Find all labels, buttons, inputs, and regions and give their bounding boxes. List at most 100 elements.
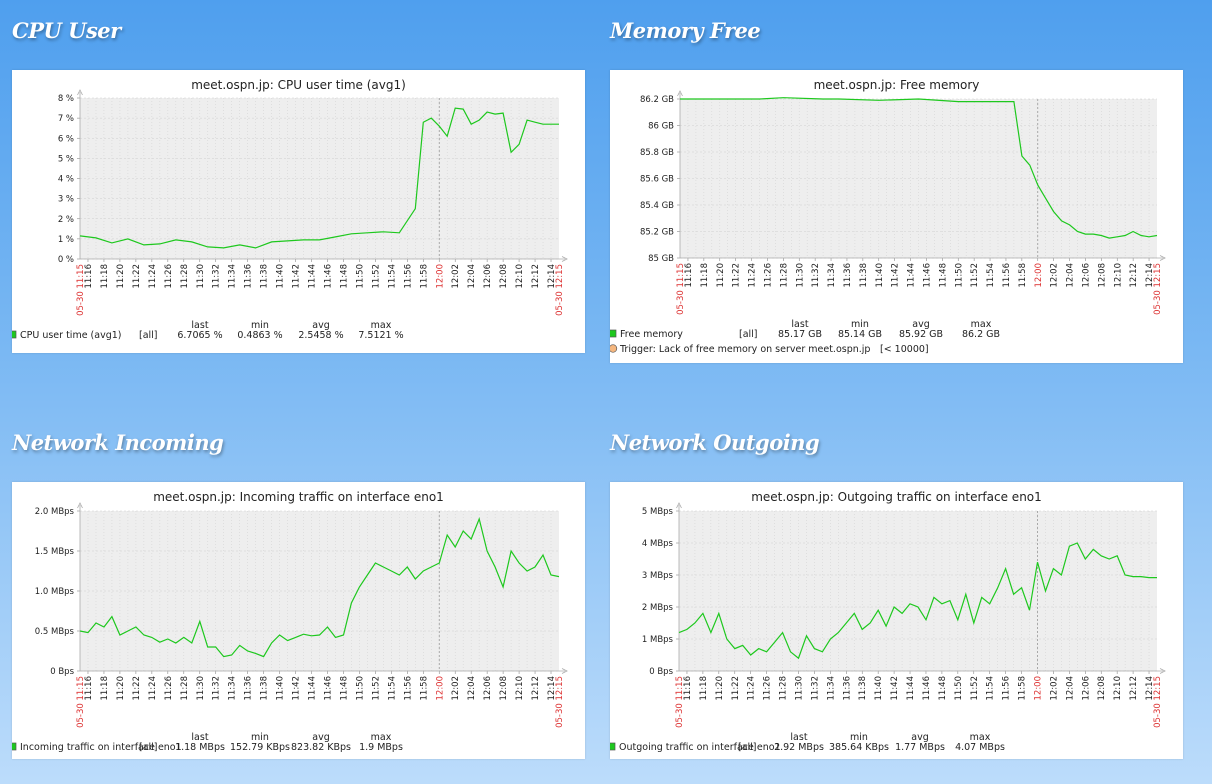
x-tick-label: 11:38 (260, 676, 270, 701)
x-tick-label: 11:44 (308, 676, 318, 701)
y-tick-label: 4 % (58, 175, 74, 185)
x-tick-label: 11:58 (1018, 263, 1028, 288)
x-tick-label: 11:46 (922, 263, 932, 288)
x-tick-label: 11:20 (716, 263, 726, 288)
x-tick-label: 11:18 (100, 676, 110, 701)
graph-memory-free[interactable]: meet.ospn.jp: Free memory 11:16 11:18 11:20… (610, 70, 1183, 363)
x-tick-label: 12:08 (1097, 263, 1107, 288)
legend-avg: 85.92 GB (899, 329, 943, 340)
legend-header: min (251, 320, 269, 331)
chart-svg: meet.ospn.jp: Outgoing traffic on interf… (610, 490, 1166, 753)
x-tick-label: 11:18 (700, 263, 710, 288)
x-tick-label: 11:46 (323, 264, 333, 289)
x-tick-label: 11:38 (858, 676, 868, 701)
x-tick-label: 11:26 (763, 263, 773, 288)
x-tick-label: 11:58 (419, 264, 429, 289)
chart-svg: meet.ospn.jp: Incoming traffic on interf… (12, 490, 568, 753)
x-start-label: 05-30 11:15 (76, 676, 86, 728)
x-tick-label: 12:14 (1145, 263, 1155, 288)
y-tick-label: 5 MBps (642, 507, 674, 517)
y-tick-label: 2 MBps (642, 603, 674, 613)
x-tick-label: 11:54 (387, 676, 397, 701)
x-tick-label: 11:26 (164, 676, 174, 701)
legend-max: 7.5121 % (358, 330, 403, 341)
y-tick-label: 1.5 MBps (35, 547, 75, 557)
x-tick-label: 11:56 (1002, 263, 1012, 288)
x-tick-label: 11:22 (732, 263, 742, 288)
legend-min: 0.4863 % (237, 330, 282, 341)
x-tick-label: 11:42 (292, 676, 302, 701)
panel-title-cpu-user: CPU User (12, 18, 121, 43)
graph-network-outgoing[interactable]: meet.ospn.jp: Outgoing traffic on interf… (610, 482, 1183, 759)
y-tick-label: 0 % (58, 255, 74, 265)
y-tick-label: 0.5 MBps (35, 627, 75, 637)
x-tick-label: 11:36 (244, 264, 254, 289)
legend-func: [all] (738, 742, 757, 753)
x-tick-label: 12:14 (547, 676, 557, 701)
plot-area (80, 98, 559, 259)
x-tick-label: 12:06 (483, 264, 493, 289)
y-tick-label: 85.2 GB (640, 228, 674, 238)
x-tick-label: 11:30 (196, 676, 206, 701)
y-tick-label: 4 MBps (642, 539, 674, 549)
x-tick-label-red: 12:00 (1034, 676, 1044, 701)
y-tick-label: 0 Bps (50, 667, 74, 677)
trigger-label: Trigger: Lack of free memory on server m… (619, 344, 870, 355)
x-tick-label: 11:28 (779, 676, 789, 701)
x-tick-label: 11:34 (827, 263, 837, 288)
legend-header: avg (312, 732, 329, 743)
x-tick-label: 11:22 (132, 264, 142, 289)
x-tick-label: 11:54 (387, 264, 397, 289)
x-tick-label: 11:52 (970, 263, 980, 288)
x-axis-arrow (1159, 255, 1166, 261)
legend-avg: 2.5458 % (298, 330, 343, 341)
graph-cpu-user[interactable]: meet.ospn.jp: CPU user time (avg1) 11:16 1… (12, 70, 585, 353)
x-tick-label: 11:32 (212, 264, 222, 289)
trigger-icon (610, 344, 618, 353)
x-tick-label: 11:24 (148, 676, 158, 701)
x-tick-label: 11:58 (419, 676, 429, 701)
y-tick-label: 3 % (58, 195, 74, 205)
x-tick-label: 11:48 (339, 676, 349, 701)
chart-title: meet.ospn.jp: Incoming traffic on interf… (153, 490, 444, 504)
y-tick-label: 1 MBps (642, 635, 674, 645)
legend-header: last (790, 732, 807, 743)
x-tick-label: 11:30 (795, 676, 805, 701)
y-tick-label: 0 Bps (649, 667, 673, 677)
x-tick-label: 11:18 (699, 676, 709, 701)
y-tick-label: 86.2 GB (640, 95, 674, 105)
x-tick-label: 11:22 (132, 676, 142, 701)
x-tick-label: 11:42 (891, 263, 901, 288)
legend-avg: 823.82 KBps (291, 742, 351, 753)
series-line (680, 97, 1158, 239)
x-tick-label: 11:54 (986, 263, 996, 288)
x-tick-label: 11:20 (116, 264, 126, 289)
y-tick-label: 8 % (58, 94, 74, 104)
x-tick-label: 11:42 (292, 264, 302, 289)
x-tick-label: 12:14 (1145, 676, 1155, 701)
y-axis-arrow (676, 502, 682, 509)
legend-header: min (850, 732, 868, 743)
x-tick-label: 11:56 (403, 264, 413, 289)
legend-swatch (610, 742, 616, 751)
x-axis-arrow (1159, 668, 1166, 674)
legend-header: min (851, 319, 869, 330)
y-tick-label: 6 % (58, 134, 74, 144)
x-tick-label: 11:34 (228, 264, 238, 289)
legend-header: avg (911, 732, 928, 743)
x-tick-label: 11:40 (276, 264, 286, 289)
x-tick-label: 11:30 (196, 264, 206, 289)
legend-last: 85.17 GB (778, 329, 822, 340)
y-axis-arrow (677, 90, 683, 97)
x-tick-label: 11:24 (747, 676, 757, 701)
x-tick-label: 11:56 (1002, 676, 1012, 701)
y-tick-label: 2.0 MBps (35, 507, 75, 517)
legend-max: 4.07 MBps (955, 742, 1005, 753)
x-tick-label: 11:58 (1018, 676, 1028, 701)
x-tick-label: 12:10 (1113, 263, 1123, 288)
x-tick-label: 12:10 (515, 264, 525, 289)
graph-network-incoming[interactable]: meet.ospn.jp: Incoming traffic on interf… (12, 482, 585, 759)
chart-title: meet.ospn.jp: Outgoing traffic on interf… (751, 490, 1042, 504)
x-tick-label: 11:52 (371, 676, 381, 701)
x-tick-label: 12:14 (547, 264, 557, 289)
